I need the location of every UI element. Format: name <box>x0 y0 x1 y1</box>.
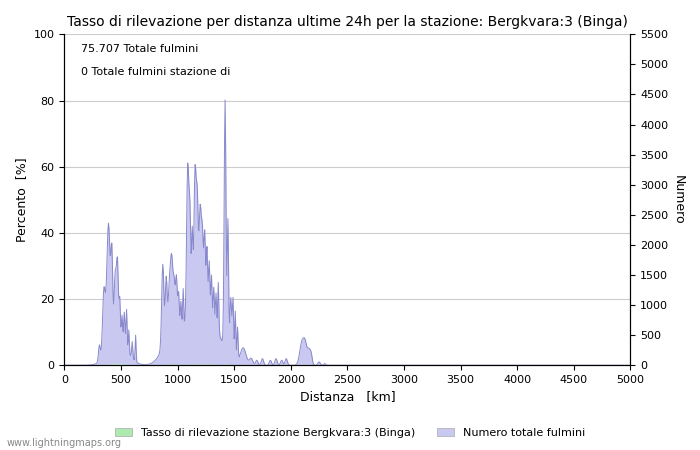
Text: 75.707 Totale fulmini: 75.707 Totale fulmini <box>81 44 199 54</box>
Y-axis label: Numero: Numero <box>672 175 685 225</box>
Title: Tasso di rilevazione per distanza ultime 24h per la stazione: Bergkvara:3 (Binga: Tasso di rilevazione per distanza ultime… <box>67 15 628 29</box>
Text: 0 Totale fulmini stazione di: 0 Totale fulmini stazione di <box>81 68 230 77</box>
Y-axis label: Percento  [%]: Percento [%] <box>15 158 28 242</box>
Legend: Tasso di rilevazione stazione Bergkvara:3 (Binga), Numero totale fulmini: Tasso di rilevazione stazione Bergkvara:… <box>111 423 589 442</box>
X-axis label: Distanza   [km]: Distanza [km] <box>300 391 395 404</box>
Text: www.lightningmaps.org: www.lightningmaps.org <box>7 438 122 448</box>
